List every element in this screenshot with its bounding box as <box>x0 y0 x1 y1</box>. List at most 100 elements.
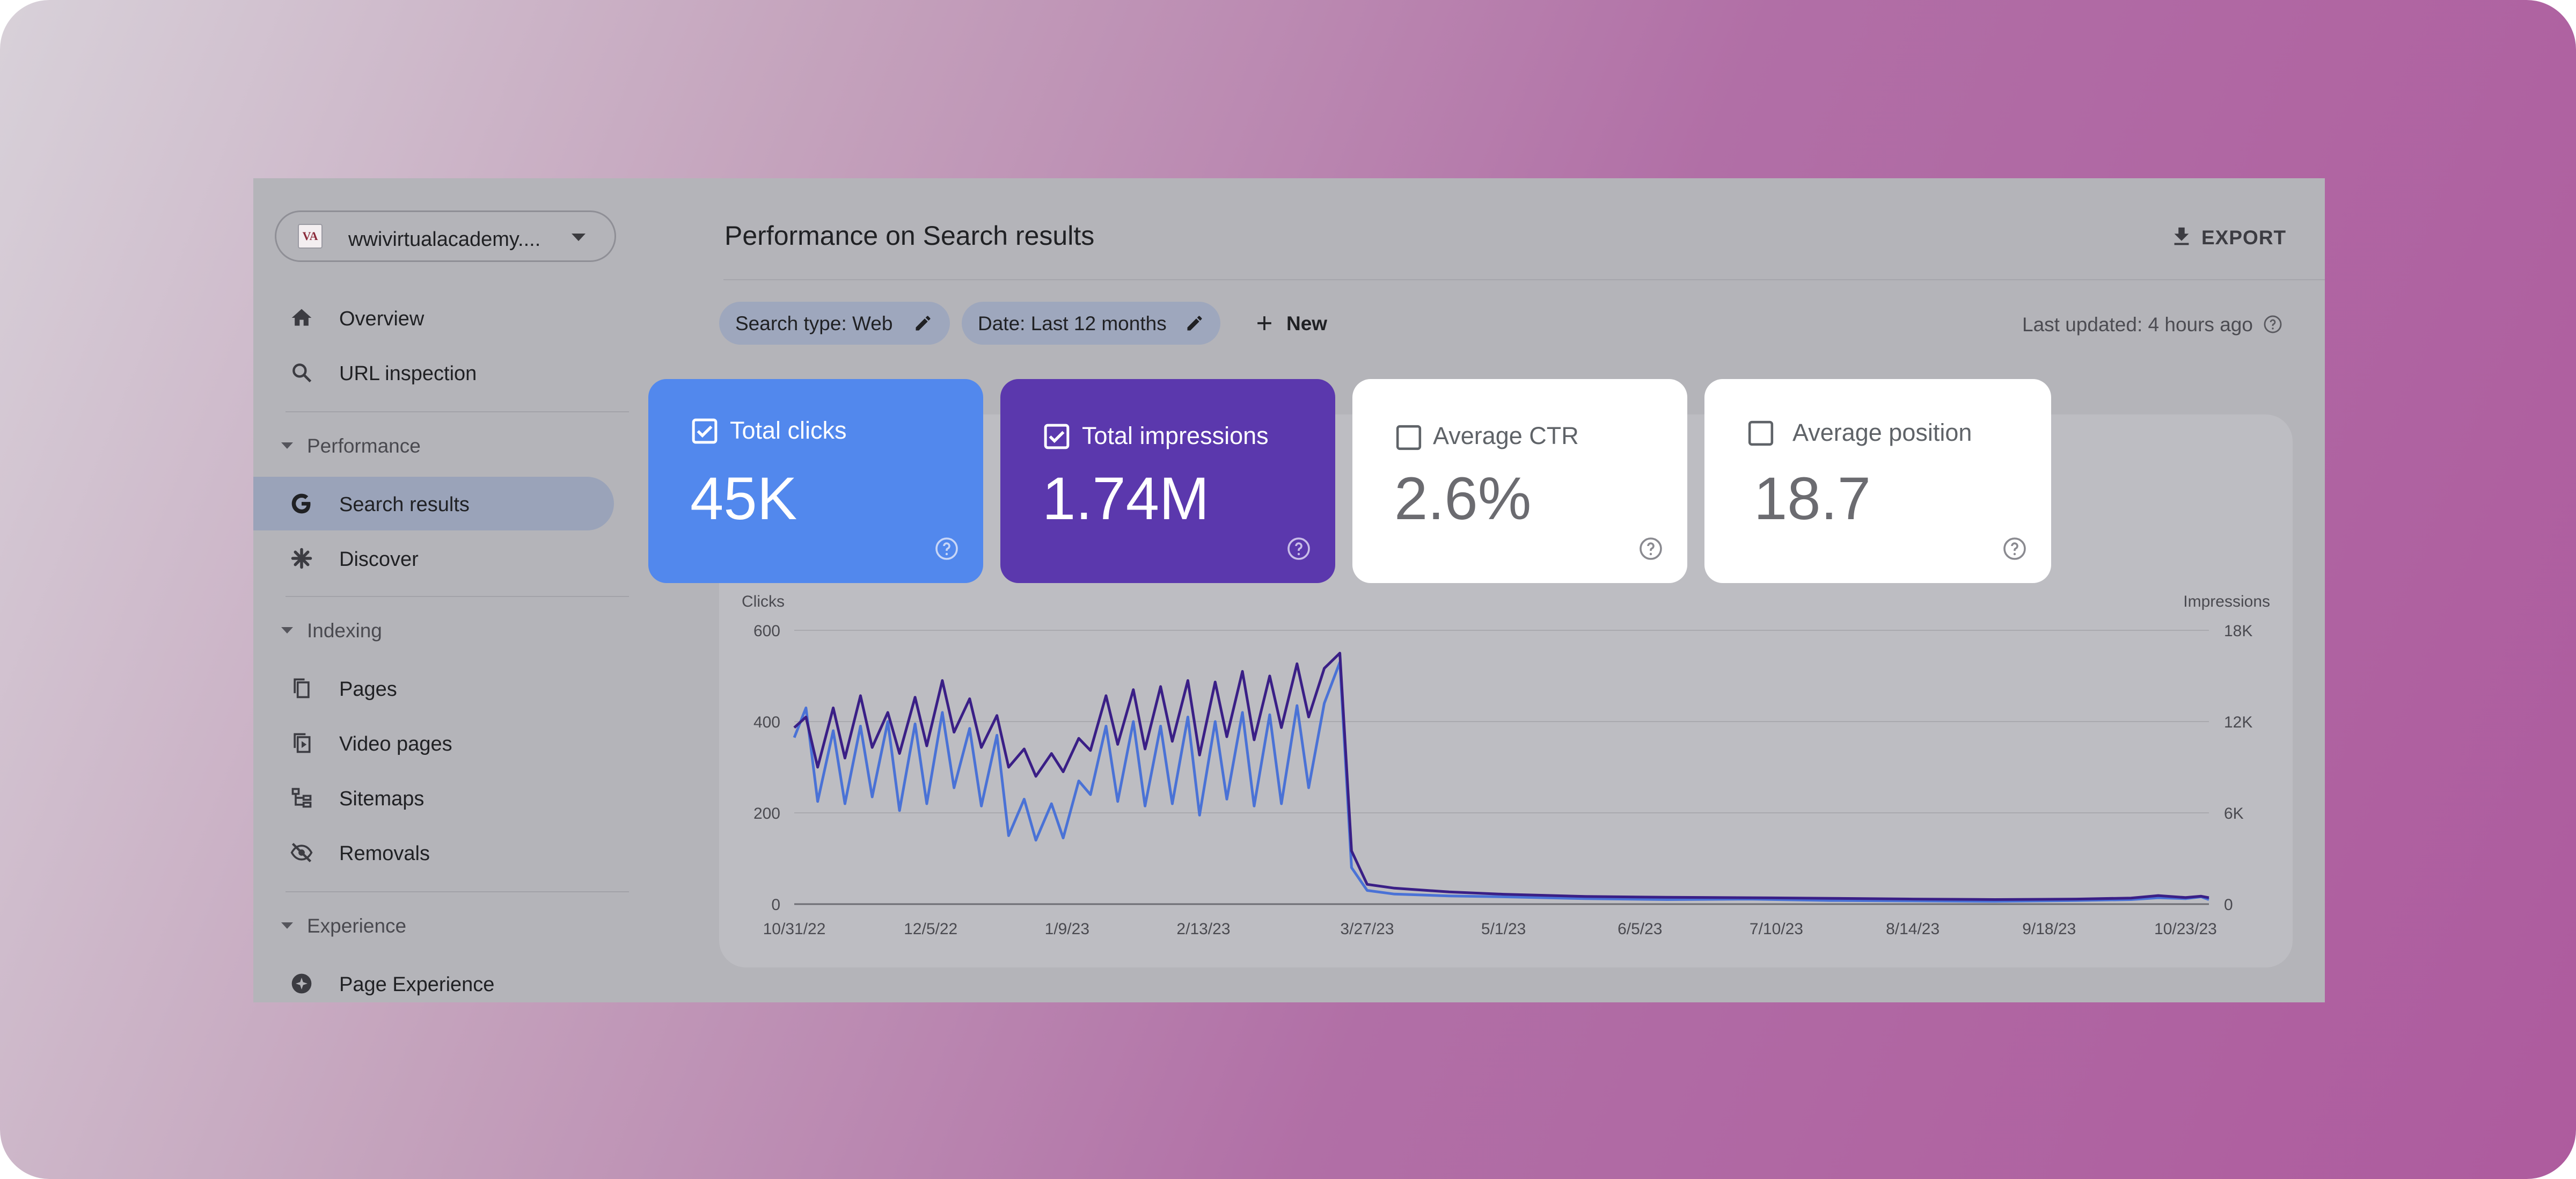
y-axis-left-title: Clicks <box>742 593 785 610</box>
new-filter-button[interactable]: New <box>1246 302 1353 345</box>
plus-icon <box>1257 316 1271 330</box>
chip-label: Date: Last 12 months <box>978 312 1167 334</box>
collapse-arrow-icon <box>281 627 293 634</box>
google-g-icon <box>291 493 311 514</box>
sidebar-item-url-inspection[interactable]: URL inspection <box>253 346 613 399</box>
x-tick-label: 6/5/23 <box>1618 920 1662 938</box>
x-tick-label: 7/10/23 <box>1750 920 1803 938</box>
section-label: Experience <box>307 915 407 937</box>
edit-icon <box>1187 316 1202 331</box>
metric-card-average-ctr[interactable]: Average CTR 2.6% <box>1352 379 1687 583</box>
x-tick-label: 9/18/23 <box>2022 920 2076 938</box>
download-icon <box>2174 227 2189 245</box>
series-line-total-impressions <box>793 652 2209 901</box>
search-icon <box>292 363 312 383</box>
y-left-tick-label: 0 <box>771 896 780 914</box>
metric-value: 18.7 <box>1754 465 1871 532</box>
collapse-arrow-icon <box>281 922 293 929</box>
video-pages-icon <box>294 733 311 753</box>
section-label: Indexing <box>307 620 382 642</box>
metric-card-total-clicks[interactable]: Total clicks 45K <box>648 379 983 583</box>
sitemap-icon <box>291 788 312 808</box>
section-experience[interactable]: Experience <box>253 911 629 943</box>
sidebar-item-page-experience[interactable]: Page Experience <box>253 957 613 1002</box>
sidebar-item-label: Pages <box>339 678 397 701</box>
metric-value: 1.74M <box>1042 465 1210 532</box>
y-right-tick-label: 0 <box>2224 896 2233 914</box>
sidebar-item-overview[interactable]: Overview <box>253 291 613 345</box>
header-divider <box>723 279 2325 280</box>
help-icon[interactable] <box>934 536 960 562</box>
page-title: Performance on Search results <box>724 221 1095 251</box>
eye-off-icon <box>290 842 313 863</box>
checkbox-checked-icon[interactable] <box>1043 423 1070 450</box>
sidebar-item-label: Removals <box>339 842 430 865</box>
metric-card-average-position[interactable]: Average position 18.7 <box>1704 379 2051 583</box>
search-console-window: VA wwivirtualacademy.... Overview URL in… <box>253 178 2325 1002</box>
sidebar-item-label: Page Experience <box>339 973 495 996</box>
sidebar-item-label: Search results <box>339 493 470 516</box>
sidebar-item-discover[interactable]: Discover <box>253 532 613 585</box>
checkbox-unchecked-icon[interactable] <box>1395 424 1422 451</box>
y-axis-right-title: Impressions <box>2183 593 2270 610</box>
help-icon[interactable] <box>2002 536 2028 562</box>
x-tick-label: 2/13/23 <box>1176 920 1230 938</box>
last-updated-text: Last updated: 4 hours ago <box>2022 314 2283 336</box>
sidebar-item-search-results[interactable]: Search results <box>253 477 614 530</box>
collapse-arrow-icon <box>281 442 293 449</box>
property-name: wwivirtualacademy.... <box>348 228 541 251</box>
help-icon[interactable] <box>2263 314 2283 334</box>
metric-title: Total impressions <box>1082 422 1269 449</box>
property-logo: VA <box>298 224 323 249</box>
sidebar-item-removals[interactable]: Removals <box>253 826 613 879</box>
checkbox-checked-icon[interactable] <box>691 418 718 445</box>
sidebar-item-label: Discover <box>339 548 419 571</box>
metric-card-total-impressions[interactable]: Total impressions 1.74M <box>1000 379 1335 583</box>
x-tick-label: 8/14/23 <box>1886 920 1940 938</box>
x-tick-label: 10/23/23 <box>2154 920 2217 938</box>
sidebar-divider <box>286 411 629 412</box>
edit-icon <box>916 316 931 331</box>
page-experience-icon <box>291 973 312 994</box>
metric-value: 2.6% <box>1394 465 1532 532</box>
y-left-tick-label: 400 <box>753 714 780 731</box>
chevron-down-icon <box>572 234 586 241</box>
pages-icon <box>294 678 310 698</box>
metric-title: Average position <box>1792 419 1972 446</box>
chip-label: Search type: Web <box>735 312 893 334</box>
section-performance[interactable]: Performance <box>253 431 629 463</box>
sidebar-item-pages[interactable]: Pages <box>253 661 613 715</box>
filter-chip-search-type[interactable]: Search type: Web <box>719 302 950 345</box>
sidebar-item-label: URL inspection <box>339 362 477 385</box>
sidebar-divider <box>286 596 629 597</box>
y-left-tick-label: 600 <box>753 622 780 640</box>
performance-chart[interactable]: Clicks Impressions 0 200 400 600 0 6K 12K 18K 10/3… <box>719 414 2293 967</box>
checkbox-unchecked-icon[interactable] <box>1747 420 1774 447</box>
help-icon[interactable] <box>1638 536 1664 562</box>
property-selector[interactable]: VA wwivirtualacademy.... <box>275 210 616 262</box>
section-label: Performance <box>307 435 421 457</box>
section-indexing[interactable]: Indexing <box>253 615 629 647</box>
sidebar-divider <box>286 891 629 892</box>
x-tick-label: 3/27/23 <box>1340 920 1394 938</box>
sidebar-item-video-pages[interactable]: Video pages <box>253 716 613 770</box>
metric-value: 45K <box>690 465 797 532</box>
x-tick-label: 10/31/22 <box>763 920 826 938</box>
asterisk-icon <box>291 548 312 569</box>
filter-chip-date[interactable]: Date: Last 12 months <box>962 302 1220 345</box>
sidebar-item-label: Overview <box>339 308 425 330</box>
y-right-tick-label: 12K <box>2224 714 2252 731</box>
help-icon[interactable] <box>1286 536 1312 562</box>
last-updated-label: Last updated: 4 hours ago <box>2022 314 2253 336</box>
y-left-tick-label: 200 <box>753 805 780 823</box>
home-icon <box>291 309 312 326</box>
metric-title: Total clicks <box>730 417 847 444</box>
y-right-tick-label: 6K <box>2224 805 2244 823</box>
sidebar-item-sitemaps[interactable]: Sitemaps <box>253 771 613 825</box>
sidebar-item-label: Sitemaps <box>339 788 425 810</box>
new-filter-label: New <box>1286 312 1328 334</box>
series-line-total-clicks <box>793 661 2209 903</box>
x-tick-label: 1/9/23 <box>1045 920 1089 938</box>
x-tick-label: 5/1/23 <box>1481 920 1526 938</box>
